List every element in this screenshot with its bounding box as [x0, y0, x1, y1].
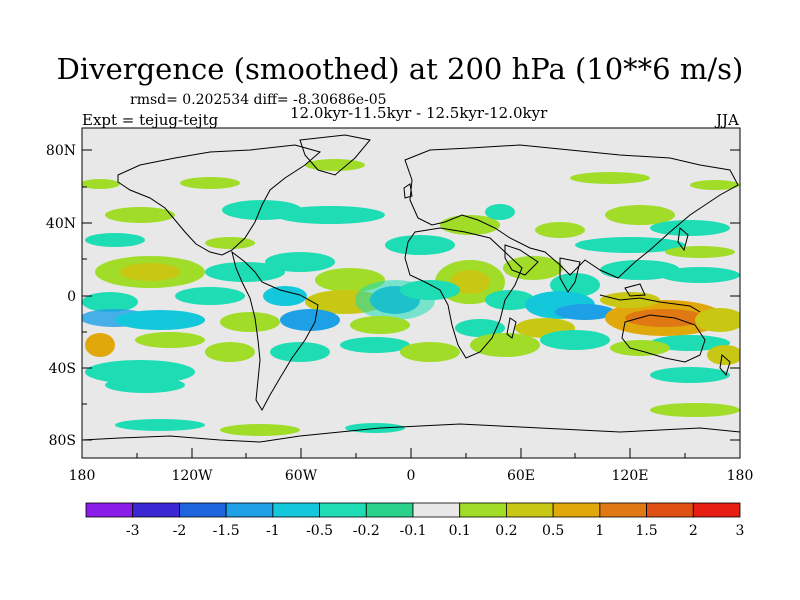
- colorbar-label: -0.5: [306, 523, 333, 539]
- divergence-field: [82, 159, 740, 436]
- colorbar-label: 0.1: [449, 523, 471, 539]
- colorbar-swatch: [179, 502, 227, 518]
- lon-label-120w: 120W: [171, 468, 213, 484]
- colorbar-swatch: [506, 502, 554, 518]
- coastlines: [82, 134, 740, 443]
- period-label: 12.0kyr-11.5kyr - 12.5kyr-12.0kyr: [290, 104, 548, 122]
- colorbar-swatch: [272, 502, 320, 518]
- lat-label-80s: 80S: [49, 433, 76, 449]
- lat-label-40n: 40N: [46, 216, 76, 232]
- lat-ticks: [82, 149, 740, 441]
- colorbar-label: -0.1: [400, 523, 427, 539]
- colorbar-label: 3: [736, 523, 745, 539]
- stats-label: rmsd= 0.202534 diff= -8.30686e-05: [130, 92, 387, 108]
- lon-label-180w: 180: [69, 468, 96, 484]
- colorbar-label: 1: [595, 523, 604, 539]
- colorbar-label: 2: [689, 523, 698, 539]
- experiment-label: Expt = tejug-tejtg: [82, 111, 219, 129]
- lon-label-180e: 180: [727, 468, 754, 484]
- colorbar-label: 1.5: [635, 523, 657, 539]
- lon-ticks: [81, 448, 741, 458]
- colorbar-swatch: [599, 502, 647, 518]
- colorbar-label: -2: [173, 523, 187, 539]
- lon-label-120e: 120E: [612, 468, 649, 484]
- colorbar-swatch: [552, 502, 601, 518]
- colorbar-label: 0.5: [542, 523, 564, 539]
- colorbar-swatch: [646, 502, 694, 518]
- colorbar-label: 0.2: [495, 523, 517, 539]
- lon-label-60w: 60W: [285, 468, 318, 484]
- lon-label-60e: 60E: [507, 468, 535, 484]
- colorbar-swatch: [85, 502, 134, 518]
- colorbar-label: -1.5: [213, 523, 240, 539]
- colorbar-label: -3: [126, 523, 140, 539]
- lon-label-0: 0: [407, 468, 416, 484]
- lat-label-0: 0: [67, 289, 76, 305]
- colorbar-swatch: [692, 502, 741, 518]
- season-label: JJA: [716, 111, 739, 129]
- colorbar-label: -1: [266, 523, 280, 539]
- lat-label-80n: 80N: [46, 143, 76, 159]
- colorbar-swatch: [319, 502, 367, 518]
- colorbar: -3 -2 -1.5 -1 -0.5 -0.2 -0.1 0.1 0.2 0.5 1 1.5 2 3: [85, 502, 745, 539]
- colorbar-swatch: [412, 502, 461, 518]
- colorbar-swatch: [132, 502, 180, 518]
- colorbar-swatch: [225, 502, 274, 518]
- map-title: Divergence (smoothed) at 200 hPa (10**6 …: [56, 52, 744, 86]
- colorbar-swatch: [459, 502, 507, 518]
- lat-label-40s: 40S: [49, 361, 76, 377]
- colorbar-label: -0.2: [353, 523, 380, 539]
- colorbar-swatch: [365, 502, 414, 518]
